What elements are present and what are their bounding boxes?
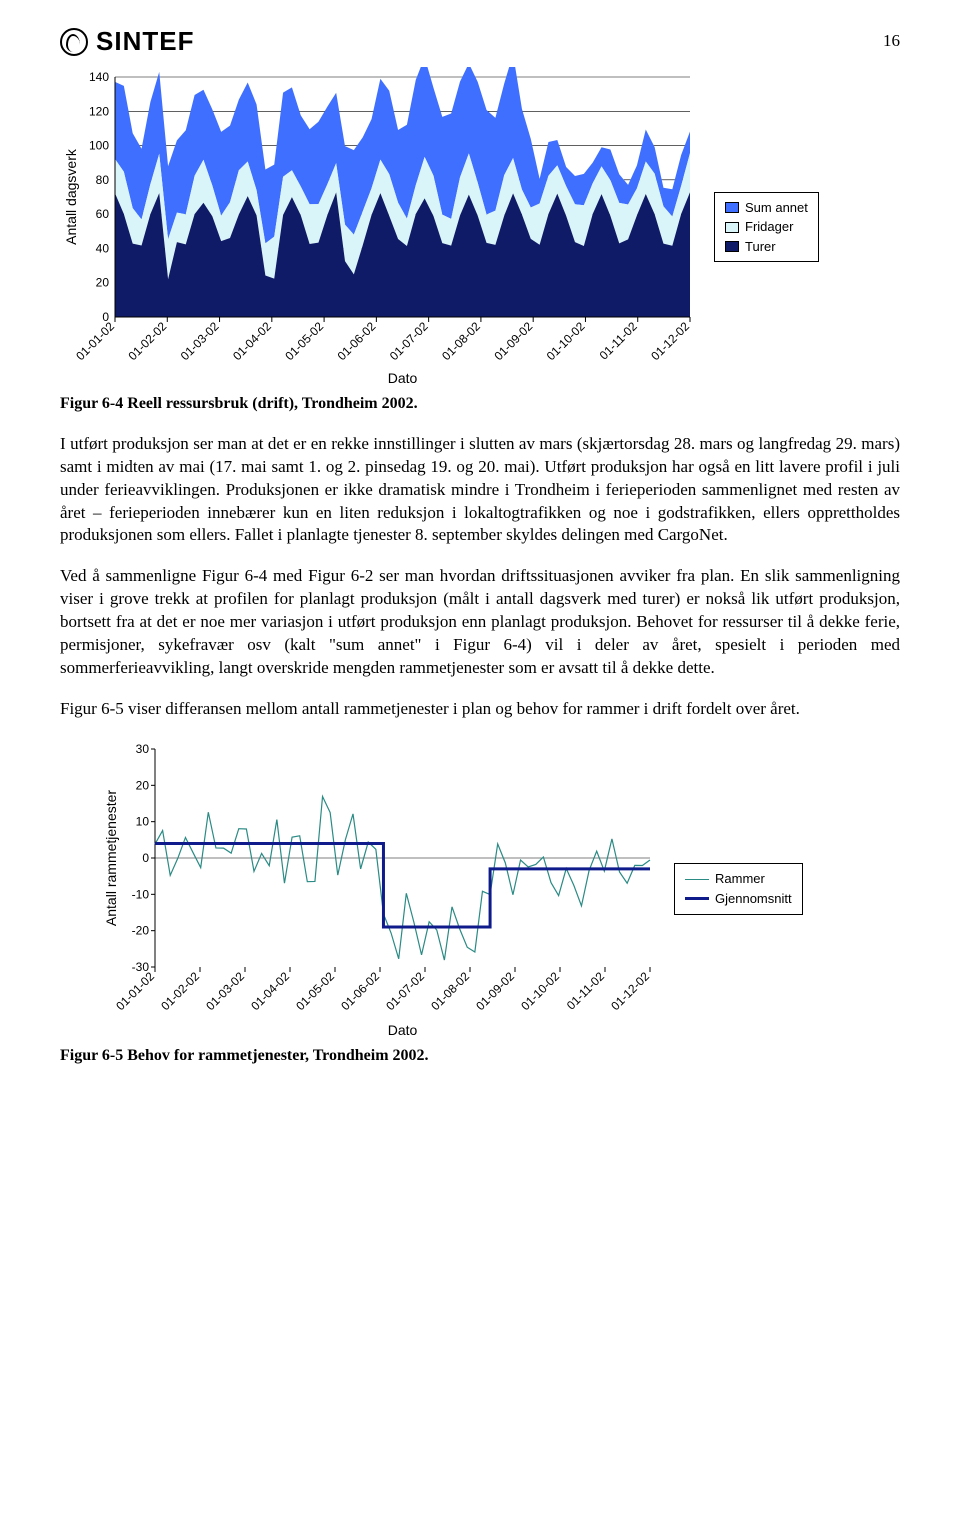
svg-text:120: 120: [89, 104, 109, 118]
svg-text:01-08-02: 01-08-02: [428, 969, 472, 1013]
svg-text:01-07-02: 01-07-02: [383, 969, 427, 1013]
svg-text:01-11-02: 01-11-02: [564, 969, 607, 1012]
svg-text:100: 100: [89, 139, 109, 153]
paragraph-3: Figur 6-5 viser differansen mellom antal…: [60, 698, 900, 721]
svg-text:20: 20: [136, 778, 150, 792]
chart-2-container: -30-20-10010203001-01-0201-02-0201-03-02…: [100, 739, 900, 1039]
svg-text:01-05-02: 01-05-02: [282, 319, 326, 363]
svg-text:140: 140: [89, 70, 109, 84]
svg-text:01-02-02: 01-02-02: [126, 319, 170, 363]
svg-text:Dato: Dato: [388, 1022, 418, 1038]
svg-text:01-04-02: 01-04-02: [230, 319, 274, 363]
svg-text:20: 20: [96, 276, 110, 290]
svg-text:10: 10: [136, 815, 150, 829]
chart-1-svg: 02040608010012014001-01-0201-02-0201-03-…: [60, 67, 700, 387]
svg-text:01-06-02: 01-06-02: [335, 319, 379, 363]
svg-text:01-09-02: 01-09-02: [473, 969, 517, 1013]
svg-text:01-06-02: 01-06-02: [338, 969, 382, 1013]
page-header: SINTEF 16: [60, 24, 900, 59]
svg-text:01-01-02: 01-01-02: [73, 319, 117, 363]
chart-2-svg: -30-20-10010203001-01-0201-02-0201-03-02…: [100, 739, 660, 1039]
svg-text:40: 40: [96, 242, 110, 256]
chart-2-legend: Rammer Gjennomsnitt: [674, 863, 803, 914]
paragraph-2: Ved å sammenligne Figur 6-4 med Figur 6-…: [60, 565, 900, 680]
svg-text:01-02-02: 01-02-02: [158, 969, 202, 1013]
svg-text:01-03-02: 01-03-02: [203, 969, 247, 1013]
legend-item: Gjennomsnitt: [685, 890, 792, 908]
svg-text:01-07-02: 01-07-02: [387, 319, 431, 363]
sintef-logo-mark: [60, 28, 88, 56]
svg-text:60: 60: [96, 207, 110, 221]
legend-item: Rammer: [685, 870, 792, 888]
svg-text:Antall dagsverk: Antall dagsverk: [63, 148, 79, 245]
svg-text:01-01-02: 01-01-02: [113, 969, 157, 1013]
svg-text:01-04-02: 01-04-02: [248, 969, 292, 1013]
legend-item: Fridager: [725, 218, 808, 236]
chart-1-container: 02040608010012014001-01-0201-02-0201-03-…: [60, 67, 900, 387]
sintef-logo: SINTEF: [60, 24, 194, 59]
svg-text:30: 30: [136, 742, 150, 756]
svg-text:01-12-02: 01-12-02: [648, 319, 692, 363]
svg-text:Dato: Dato: [388, 370, 418, 386]
svg-text:Antall rammetjenester: Antall rammetjenester: [103, 790, 119, 927]
svg-text:0: 0: [142, 851, 149, 865]
svg-text:01-12-02: 01-12-02: [608, 969, 652, 1013]
svg-text:01-05-02: 01-05-02: [293, 969, 337, 1013]
svg-text:01-11-02: 01-11-02: [597, 319, 640, 362]
svg-text:01-09-02: 01-09-02: [491, 319, 535, 363]
legend-item: Turer: [725, 238, 808, 256]
svg-text:01-08-02: 01-08-02: [439, 319, 483, 363]
page-number: 16: [883, 30, 900, 53]
svg-text:01-10-02: 01-10-02: [544, 319, 588, 363]
svg-text:01-03-02: 01-03-02: [178, 319, 222, 363]
figure-6-4-caption: Figur 6-4 Reell ressursbruk (drift), Tro…: [60, 393, 900, 415]
figure-6-5-caption: Figur 6-5 Behov for rammetjenester, Tron…: [60, 1045, 900, 1067]
legend-item: Sum annet: [725, 199, 808, 217]
chart-1-legend: Sum annetFridager Turer: [714, 192, 819, 263]
sintef-logo-text: SINTEF: [96, 24, 194, 59]
svg-text:80: 80: [96, 173, 110, 187]
svg-text:-20: -20: [132, 924, 150, 938]
svg-text:01-10-02: 01-10-02: [518, 969, 562, 1013]
svg-text:-10: -10: [132, 887, 150, 901]
paragraph-1: I utført produksjon ser man at det er en…: [60, 433, 900, 548]
